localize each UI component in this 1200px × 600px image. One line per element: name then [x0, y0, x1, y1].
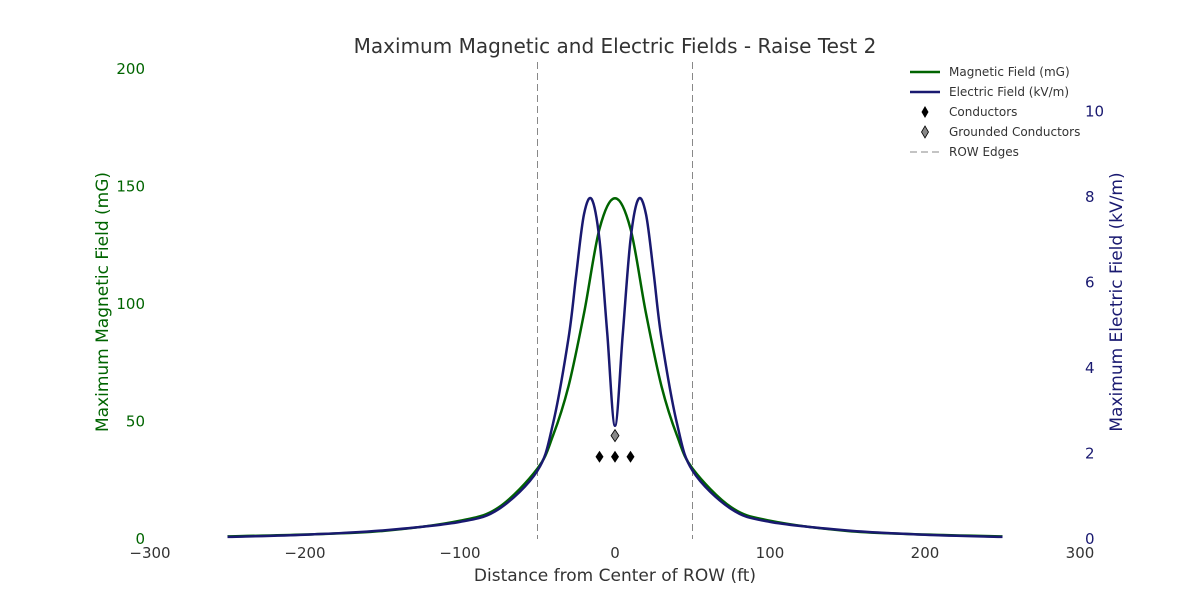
legend-diamond-swatch: [921, 125, 929, 139]
x-axis-ticks: −300 −200 −100 0 100 200 300: [129, 544, 1094, 562]
legend-item: Electric Field (kV/m): [910, 85, 1069, 99]
left-y-tick-label: 0: [135, 530, 145, 548]
x-tick-label: −300: [129, 544, 170, 562]
legend-label: Grounded Conductors: [949, 125, 1080, 139]
left-y-tick-label: 100: [116, 295, 145, 313]
x-axis-label: Distance from Center of ROW (ft): [474, 566, 756, 586]
series-layer: [227, 196, 1003, 539]
legend-item: ROW Edges: [910, 145, 1019, 159]
right-y-tick-label: 0: [1085, 530, 1095, 548]
x-tick-label: 200: [911, 544, 940, 562]
right-y-tick-label: 6: [1085, 274, 1095, 292]
legend-diamond-swatch: [921, 106, 929, 118]
right-axis-label: Maximum Electric Field (kV/m): [1107, 172, 1127, 431]
grounded-conductor-marker: [610, 428, 620, 443]
legend-label: ROW Edges: [949, 145, 1019, 159]
x-tick-label: 0: [610, 544, 620, 562]
x-tick-label: 100: [756, 544, 785, 562]
legend-item: Conductors: [921, 105, 1017, 119]
x-tick-label: 300: [1066, 544, 1095, 562]
marker-layer: [595, 428, 635, 463]
conductor-marker: [626, 450, 635, 463]
conductor-marker: [595, 450, 604, 463]
x-tick-label: −200: [284, 544, 325, 562]
left-y-tick-label: 200: [116, 60, 145, 78]
right-y-tick-label: 2: [1085, 445, 1095, 463]
left-y-tick-label: 150: [116, 178, 145, 196]
legend-label: Conductors: [949, 105, 1017, 119]
right-y-tick-label: 4: [1085, 359, 1095, 377]
chart-title: Maximum Magnetic and Electric Fields - R…: [354, 34, 877, 58]
left-y-tick-label: 50: [126, 413, 145, 431]
x-tick-label: −100: [439, 544, 480, 562]
legend-label: Electric Field (kV/m): [949, 85, 1069, 99]
legend-label: Magnetic Field (mG): [949, 65, 1070, 79]
left-axis-ticks: 0 50 100 150 200: [116, 60, 145, 548]
legend: Magnetic Field (mG) Electric Field (kV/m)…: [910, 65, 1080, 159]
left-axis-label: Maximum Magnetic Field (mG): [93, 172, 113, 432]
legend-item: Magnetic Field (mG): [910, 65, 1070, 79]
right-axis-ticks: 0 2 4 6 8 10: [1085, 103, 1104, 548]
magnetic-field-line: [227, 197, 1003, 538]
right-y-tick-label: 10: [1085, 103, 1104, 121]
row-edge-layer: [537, 62, 693, 539]
electric-field-line: [227, 196, 1003, 539]
right-y-tick-label: 8: [1085, 188, 1095, 206]
conductor-marker: [611, 450, 619, 463]
legend-item: Grounded Conductors: [921, 125, 1080, 139]
